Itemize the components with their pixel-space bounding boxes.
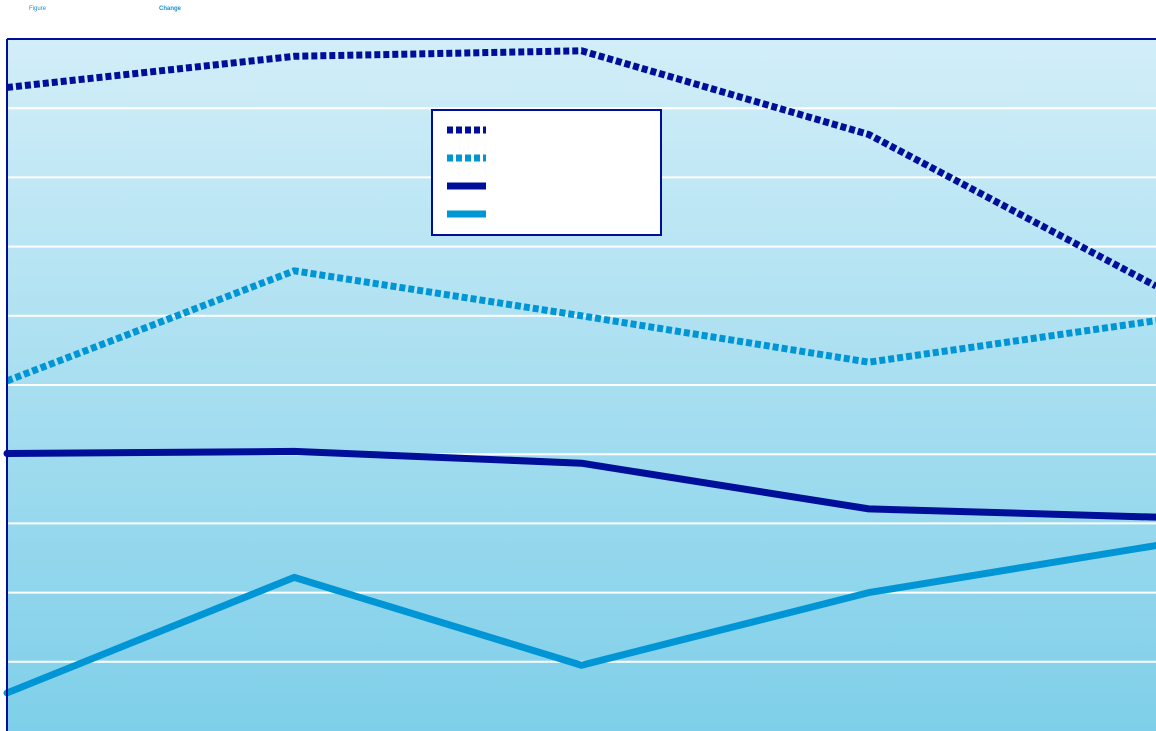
series-line-4: [3, 542, 1156, 697]
series-line-1: [6, 47, 1156, 290]
figure-label: Figure: [29, 6, 47, 12]
change-label: Change: [159, 6, 182, 12]
legend: [431, 109, 662, 236]
series-line-3: [3, 447, 1156, 521]
series-layer: [3, 47, 1156, 697]
plot-frame: [6, 38, 1156, 731]
series-line-2: [5, 267, 1156, 385]
